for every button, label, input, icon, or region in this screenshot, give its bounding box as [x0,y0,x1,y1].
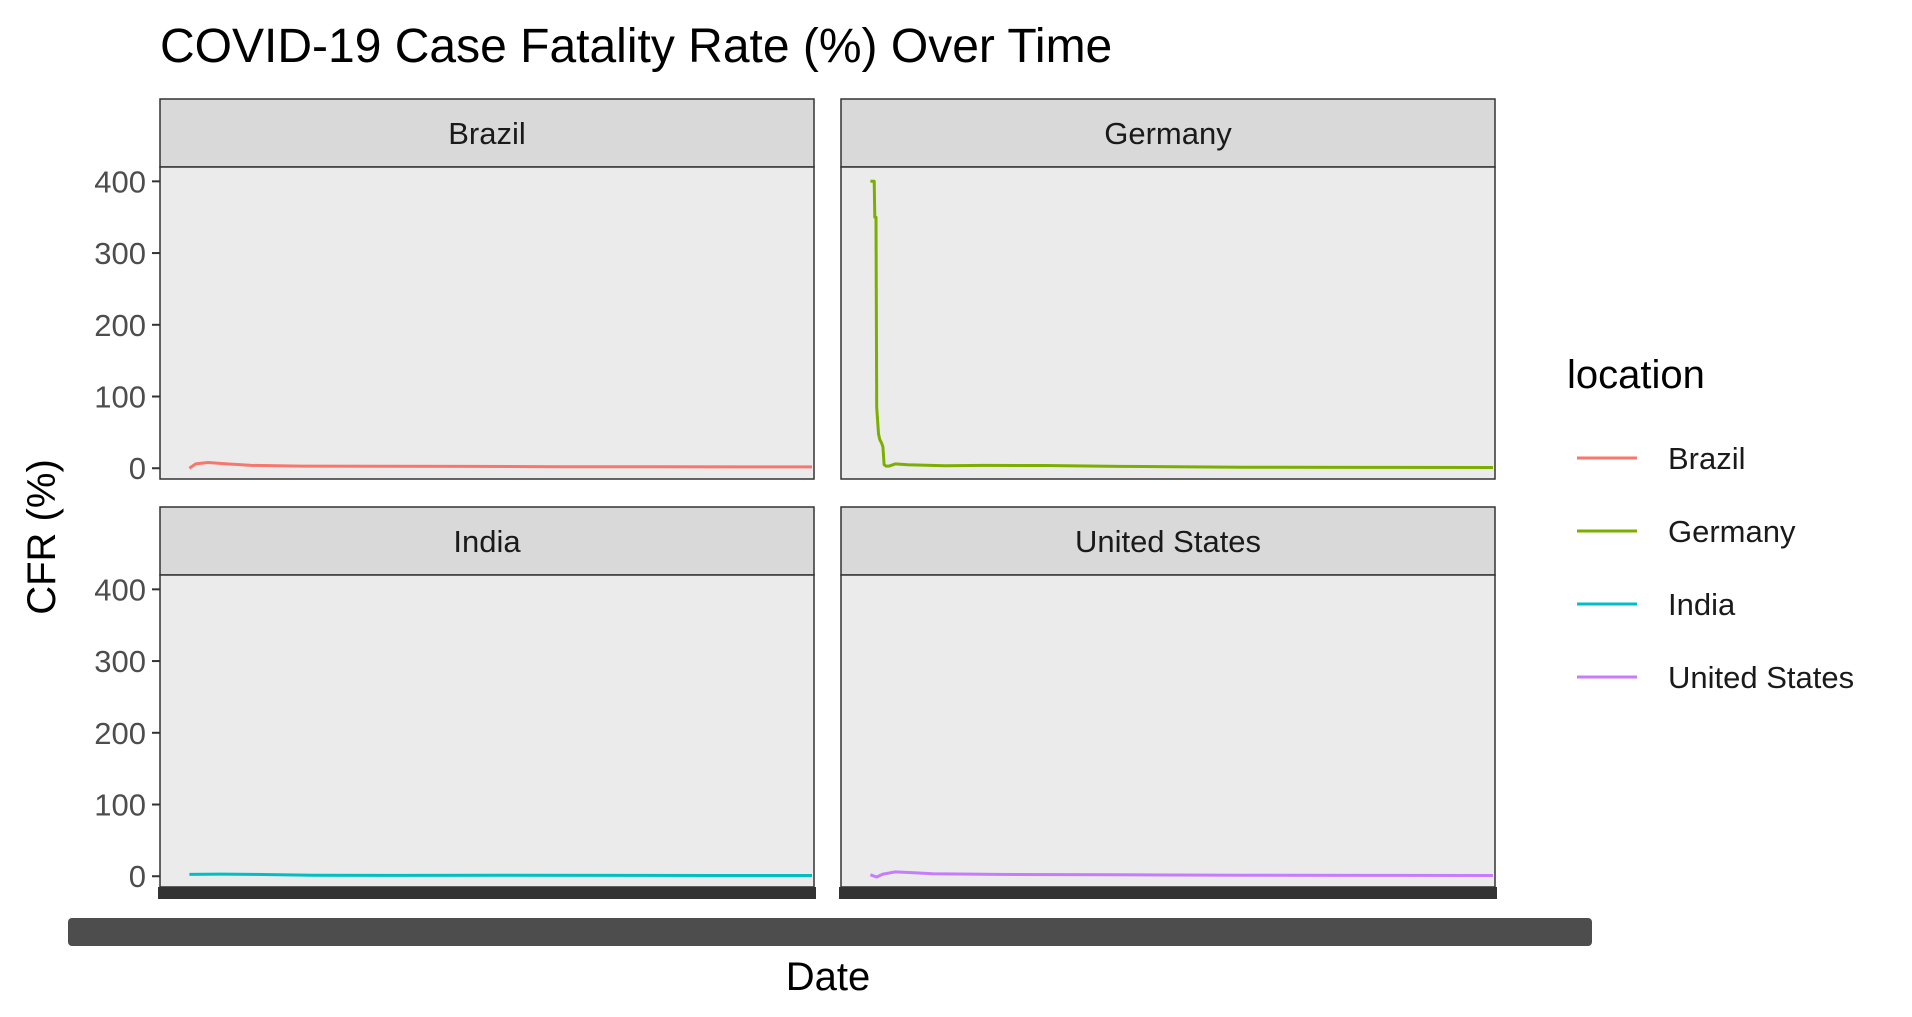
strip-germany [840,98,1496,168]
y-axis-title: CFR (%) [20,459,64,615]
panel-bg-brazil [159,166,815,480]
y-tick-label-brazil-400: 400 [94,164,146,199]
facet-panels: Brazil 0 100 200 300 400 Germany India 0 100 200 30… [68,98,1592,946]
strip-united-states [840,506,1496,576]
strip-label-germany: Germany [1104,116,1232,151]
x-tick-labels-overlap [68,918,1592,946]
panel-bg-germany [840,166,1496,480]
legend: location Brazil Germany India United States [1567,353,1854,695]
series-line-germany [870,179,1494,469]
y-tick-label-brazil-300: 300 [94,236,146,271]
x-axis-ticks-united-states [839,887,1497,899]
series-line-brazil [188,461,812,470]
x-axis-title: Date [786,955,871,999]
facet-united-states: United States [839,506,1497,899]
strip-label-brazil: Brazil [448,116,526,151]
chart-title: COVID-19 Case Fatality Rate (%) Over Tim… [160,20,1112,73]
series-line-india [189,872,812,877]
legend-label-germany: Germany [1668,514,1796,549]
legend-title: location [1567,353,1705,397]
y-tick-label-india-400: 400 [94,572,146,607]
strip-india [159,506,815,576]
y-tick-label-india-0: 0 [129,859,146,894]
y-tick-label-india-200: 200 [94,716,146,751]
strip-brazil [159,98,815,168]
facet-germany: Germany [840,98,1496,480]
x-axis-ticks-india [158,887,816,899]
y-tick-label-brazil-0: 0 [129,451,146,486]
legend-label-india: India [1668,587,1736,622]
panel-bg-india [159,574,815,888]
legend-label-brazil: Brazil [1668,441,1746,476]
legend-label-united-states: United States [1668,660,1854,695]
y-tick-label-brazil-200: 200 [94,308,146,343]
y-tick-label-india-300: 300 [94,644,146,679]
panel-bg-united-states [840,574,1496,888]
facet-india: India 0 100 200 300 400 [94,506,816,899]
y-tick-label-brazil-100: 100 [94,380,146,415]
y-tick-label-india-100: 100 [94,788,146,823]
strip-label-india: India [453,524,521,559]
strip-label-united-states: United States [1075,524,1261,559]
facet-brazil: Brazil 0 100 200 300 400 [94,98,815,486]
series-line-united-states [869,870,1494,879]
